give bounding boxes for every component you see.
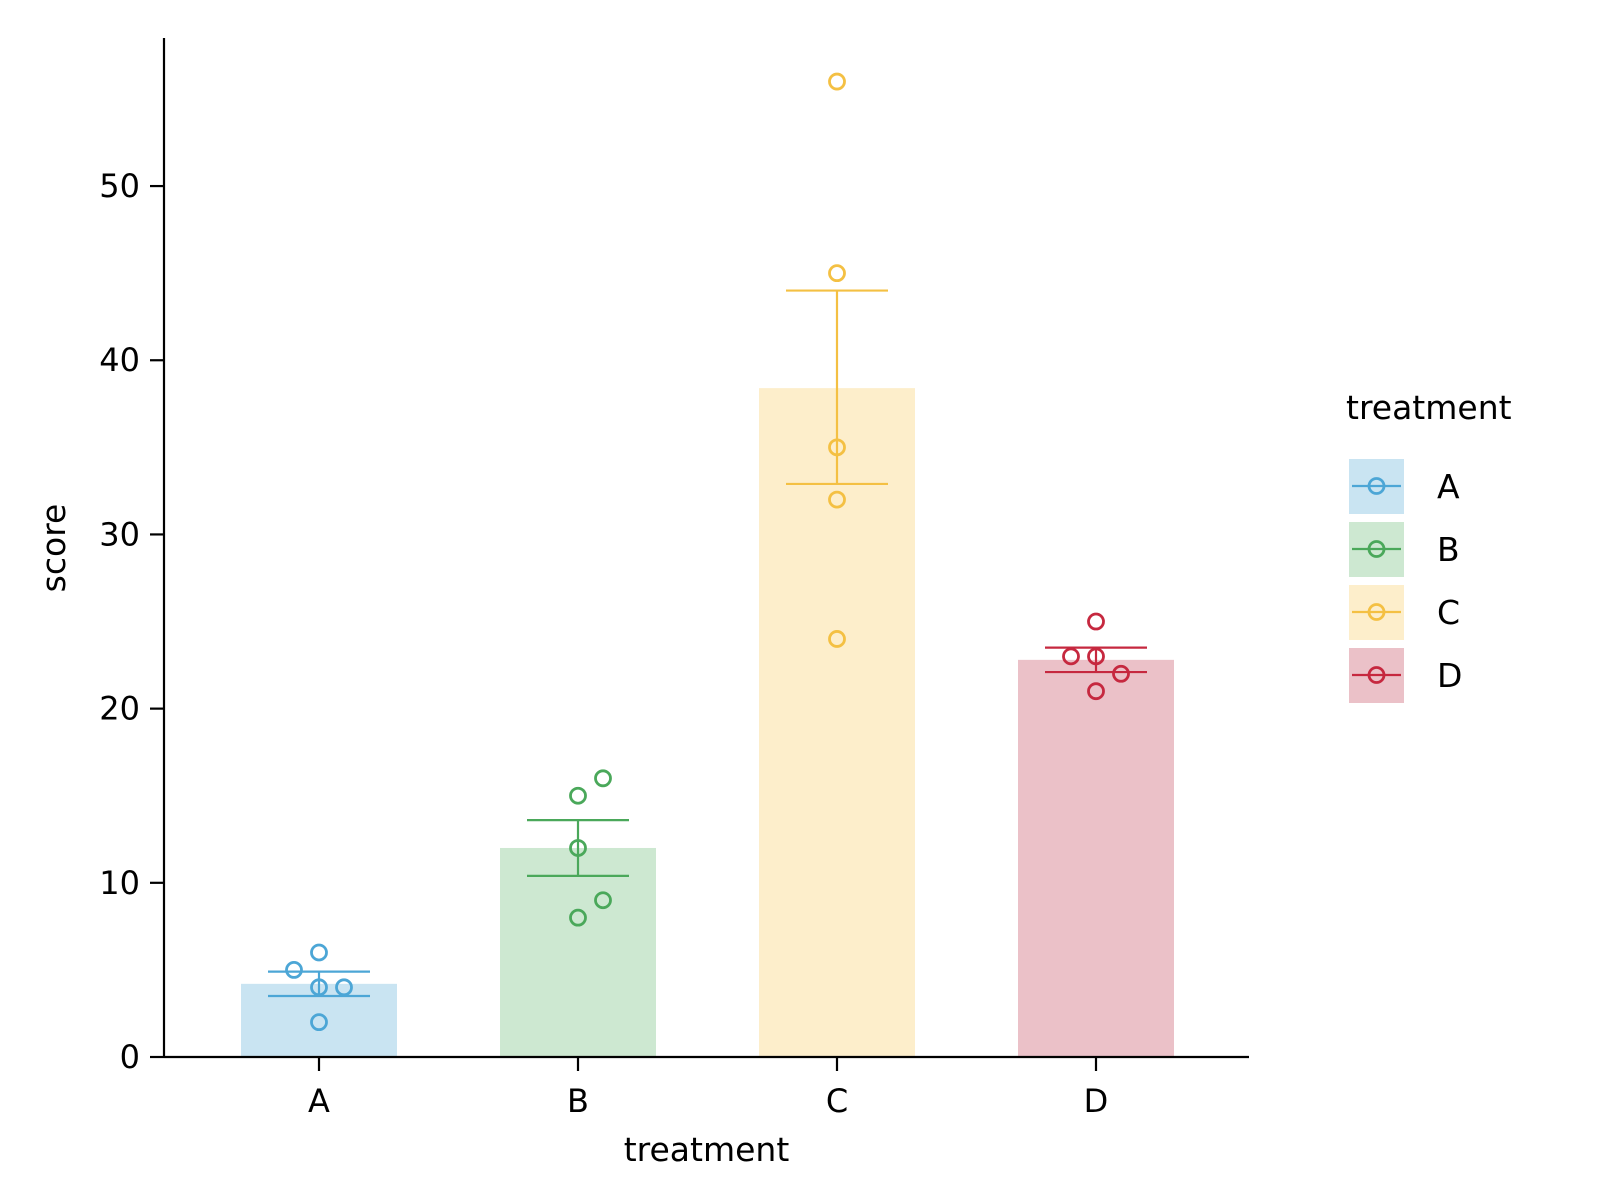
- data-point-C-3: [828, 438, 846, 457]
- legend-marker-C: [1367, 603, 1386, 621]
- x-axis-title: treatment: [624, 1130, 790, 1169]
- legend-marker-B: [1367, 540, 1386, 558]
- y-axis-title: score: [34, 504, 73, 593]
- data-point-D-4: [1112, 664, 1130, 683]
- data-point-A-2: [285, 961, 303, 979]
- data-point-B-3: [569, 839, 587, 857]
- x-tick-label-D: D: [1084, 1082, 1109, 1120]
- x-tick-label-B: B: [567, 1082, 589, 1120]
- points-layer: [285, 72, 1130, 1032]
- data-point-B-5: [569, 908, 587, 927]
- data-point-B-2: [569, 786, 587, 805]
- data-point-A-3: [310, 978, 328, 997]
- error-bars-layer: [268, 289, 1147, 998]
- y-ticks: 0 10 20 30 40 50: [99, 167, 164, 1076]
- y-tick-label-50: 50: [99, 167, 140, 205]
- legend-label-C: C: [1437, 593, 1460, 632]
- data-point-D-5: [1087, 682, 1105, 701]
- data-point-D-3: [1087, 647, 1105, 666]
- data-point-B-1: [594, 769, 612, 788]
- y-tick-label-10: 10: [99, 864, 140, 902]
- bars-layer: [241, 388, 1174, 1058]
- x-tick-label-A: A: [308, 1082, 330, 1120]
- y-tick-label-30: 30: [99, 515, 140, 553]
- data-point-C-5: [828, 630, 846, 648]
- data-point-C-1: [828, 72, 846, 91]
- legend-label-D: D: [1437, 656, 1462, 695]
- x-ticks: A B C D: [308, 1057, 1108, 1120]
- y-tick-label-0: 0: [120, 1038, 140, 1076]
- data-point-B-4: [594, 891, 612, 910]
- data-point-C-2: [828, 264, 846, 283]
- y-tick-label-20: 20: [99, 690, 140, 728]
- data-point-A-1: [310, 943, 328, 962]
- legend-label-A: A: [1437, 467, 1460, 506]
- bar-B: [500, 847, 656, 1057]
- data-point-C-4: [828, 490, 846, 509]
- data-point-A-5: [310, 1013, 328, 1032]
- y-tick-label-40: 40: [99, 341, 140, 379]
- legend-marker-A: [1367, 477, 1386, 495]
- bar-C: [759, 388, 915, 1058]
- legend-label-B: B: [1437, 530, 1460, 569]
- legend-title: treatment: [1346, 388, 1512, 427]
- legend-marker-D: [1367, 666, 1386, 684]
- data-point-A-4: [335, 978, 353, 997]
- data-point-D-1: [1087, 612, 1105, 631]
- x-tick-label-C: C: [826, 1082, 848, 1120]
- bar-D: [1018, 659, 1174, 1057]
- data-point-D-2: [1062, 647, 1080, 666]
- axes: [162, 38, 1249, 1059]
